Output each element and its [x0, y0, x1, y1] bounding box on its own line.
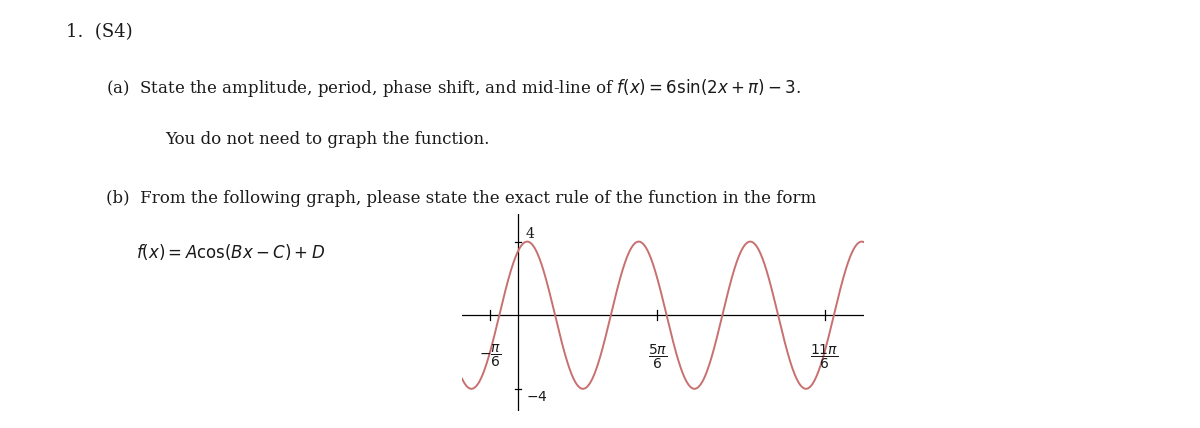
Text: $\dfrac{11\pi}{6}$: $\dfrac{11\pi}{6}$ — [810, 342, 839, 371]
Text: 4: 4 — [526, 227, 535, 241]
Text: $f(x) = A\cos(Bx - C) + D$: $f(x) = A\cos(Bx - C) + D$ — [136, 242, 325, 262]
Text: You do not need to graph the function.: You do not need to graph the function. — [166, 131, 490, 148]
Text: $\dfrac{5\pi}{6}$: $\dfrac{5\pi}{6}$ — [648, 342, 667, 371]
Text: (a)  State the amplitude, period, phase shift, and mid-line of $f(x) = 6\sin(2x : (a) State the amplitude, period, phase s… — [106, 77, 800, 99]
Text: $-4$: $-4$ — [526, 390, 547, 404]
Text: 1.  (S4): 1. (S4) — [66, 24, 133, 42]
Text: (b)  From the following graph, please state the exact rule of the function in th: (b) From the following graph, please sta… — [106, 190, 816, 208]
Text: $-\dfrac{\pi}{6}$: $-\dfrac{\pi}{6}$ — [479, 342, 502, 369]
